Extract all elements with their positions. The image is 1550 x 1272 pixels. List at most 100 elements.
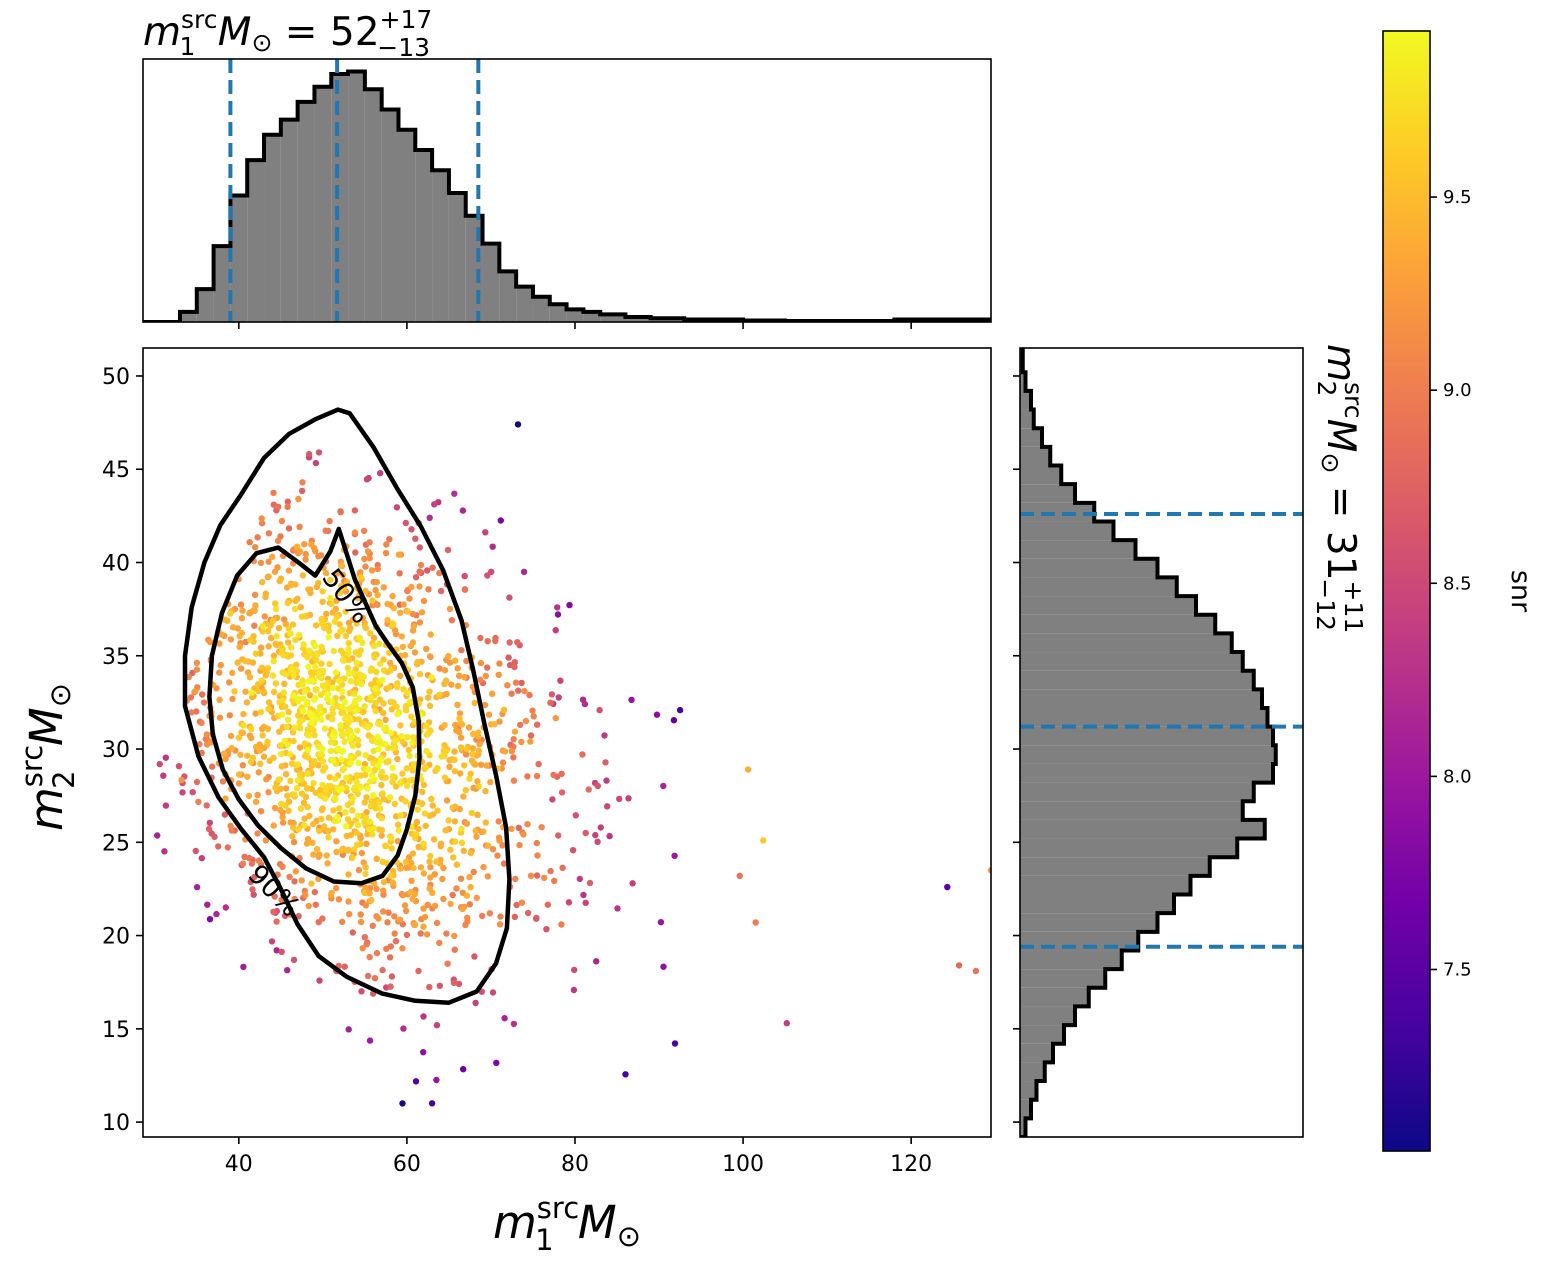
- top-histogram-bar: [280, 119, 298, 322]
- scatter-point: [362, 563, 369, 570]
- scatter-point: [311, 642, 319, 650]
- scatter-point: [582, 899, 589, 906]
- scatter-point: [251, 873, 258, 881]
- scatter-point: [441, 680, 448, 688]
- scatter-point: [296, 548, 304, 555]
- scatter-point: [430, 836, 438, 843]
- scatter-point: [426, 702, 434, 709]
- scatter-point: [441, 774, 449, 781]
- scatter-point: [501, 748, 509, 755]
- scatter-point: [547, 699, 554, 706]
- scatter-point: [409, 895, 416, 903]
- scatter-point: [179, 789, 186, 796]
- scatter-point: [392, 938, 400, 945]
- scatter-point: [379, 790, 386, 797]
- scatter-point: [375, 746, 382, 753]
- scatter-point: [252, 798, 260, 805]
- scatter-point: [373, 949, 381, 957]
- scatter-point: [558, 789, 566, 796]
- scatter-point: [312, 789, 319, 796]
- scatter-point: [349, 929, 356, 936]
- scatter-point: [415, 843, 422, 851]
- scatter-point: [401, 902, 409, 909]
- scatter-point: [518, 899, 526, 906]
- scatter-point: [328, 600, 335, 608]
- scatter-point: [247, 878, 254, 886]
- scatter-point: [736, 872, 743, 880]
- scatter-point: [287, 644, 295, 651]
- scatter-point: [395, 827, 402, 834]
- scatter-point: [216, 640, 223, 647]
- scatter-point: [318, 815, 325, 823]
- top-histogram-bar: [230, 195, 248, 322]
- scatter-point: [329, 715, 336, 723]
- scatter-point: [557, 677, 564, 684]
- scatter-point: [467, 849, 474, 857]
- scatter-point: [364, 724, 372, 731]
- scatter-point: [272, 600, 279, 607]
- right-histogram-bar: [1020, 857, 1210, 876]
- scatter-point: [321, 795, 329, 802]
- scatter-point: [382, 716, 389, 723]
- scatter-point: [355, 759, 362, 767]
- scatter-point: [308, 541, 315, 548]
- scatter-point: [293, 661, 300, 668]
- scatter-point: [269, 553, 276, 560]
- scatter-point: [330, 647, 337, 655]
- scatter-point: [263, 776, 270, 783]
- scatter-point: [368, 798, 375, 805]
- scatter-point: [434, 807, 441, 814]
- scatter-point: [298, 790, 306, 797]
- scatter-point: [285, 625, 292, 632]
- scatter-point: [426, 983, 433, 991]
- scatter-point: [335, 896, 343, 903]
- scatter-point: [188, 709, 195, 716]
- scatter-x-ticks: 40 60 80 100 120: [225, 1137, 932, 1177]
- scatter-point: [363, 840, 370, 847]
- scatter-point: [461, 673, 468, 681]
- scatter-point: [234, 659, 241, 666]
- scatter-point: [315, 449, 323, 456]
- scatter-point: [317, 792, 324, 799]
- scatter-point: [355, 750, 362, 757]
- scatter-point: [446, 605, 454, 613]
- scatter-point: [497, 913, 504, 920]
- scatter-point: [204, 901, 211, 908]
- scatter-point: [311, 888, 318, 896]
- scatter-point: [379, 676, 386, 684]
- scatter-point: [304, 754, 312, 761]
- scatter-point: [471, 699, 478, 707]
- scatter-point: [298, 877, 305, 884]
- scatter-point: [518, 738, 525, 746]
- scatter-point: [290, 956, 298, 964]
- scatter-point: [338, 582, 345, 590]
- scatter-point: [515, 687, 522, 694]
- scatter-point: [363, 941, 370, 948]
- top-histogram-bar: [314, 86, 332, 322]
- scatter-point: [308, 718, 315, 726]
- scatter-point: [423, 723, 430, 730]
- scatter-point: [359, 614, 367, 622]
- scatter-point: [334, 745, 342, 752]
- scatter-point: [193, 666, 201, 673]
- scatter-point: [178, 776, 185, 784]
- scatter-point: [372, 707, 379, 715]
- scatter-point: [581, 700, 589, 708]
- scatter-point: [349, 733, 356, 740]
- scatter-point: [279, 697, 286, 704]
- scatter-point: [387, 834, 395, 841]
- scatter-point: [510, 777, 518, 784]
- scatter-point: [368, 897, 375, 904]
- scatter-point: [416, 568, 423, 575]
- scatter-point: [278, 800, 285, 807]
- scatter-point: [653, 711, 661, 718]
- scatter-point: [339, 656, 347, 664]
- scatter-point: [366, 1037, 374, 1044]
- scatter-point: [200, 699, 208, 706]
- scatter-point: [349, 807, 356, 814]
- scatter-point: [238, 615, 246, 622]
- scatter-point: [192, 688, 199, 695]
- scatter-point: [671, 1040, 679, 1047]
- scatter-point: [247, 636, 254, 644]
- scatter-point: [215, 843, 222, 850]
